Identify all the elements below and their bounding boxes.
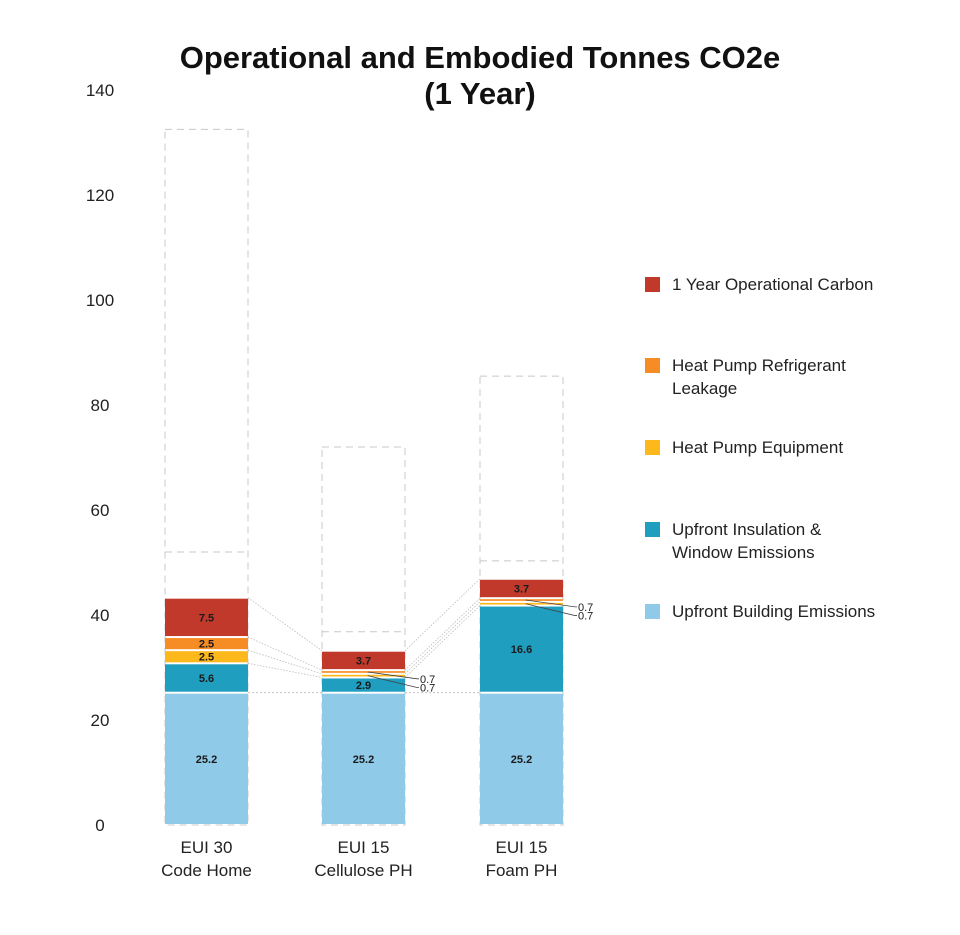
x-category-label: Code Home bbox=[161, 861, 252, 880]
data-label: 3.7 bbox=[514, 583, 529, 595]
legend-label: 1 Year Operational Carbon bbox=[672, 275, 874, 294]
y-tick-label: 80 bbox=[91, 396, 110, 415]
y-tick-label: 20 bbox=[91, 711, 110, 730]
leader-line bbox=[525, 603, 577, 616]
bar-segment bbox=[165, 598, 248, 637]
bar-segment bbox=[165, 638, 248, 650]
legend-swatch bbox=[645, 522, 660, 537]
x-category-label: EUI 30 bbox=[181, 838, 233, 857]
data-label: 0.7 bbox=[420, 682, 435, 694]
bar-segment bbox=[480, 606, 563, 692]
connector-line bbox=[247, 662, 323, 678]
x-category-label: Foam PH bbox=[486, 861, 558, 880]
bar-segment bbox=[480, 602, 563, 605]
bar-segment bbox=[480, 579, 563, 598]
dashed-outline bbox=[164, 128, 249, 826]
legend-label: Heat Pump Equipment bbox=[672, 438, 844, 457]
dashed-outline bbox=[321, 446, 406, 826]
legend-swatch bbox=[645, 358, 660, 373]
connector-line bbox=[404, 605, 481, 678]
connector-line bbox=[404, 578, 481, 651]
dashed-outline bbox=[479, 375, 564, 826]
legend-swatch bbox=[645, 440, 660, 455]
leader-line bbox=[367, 675, 419, 688]
legend-swatch bbox=[645, 604, 660, 619]
bar-segment bbox=[165, 651, 248, 663]
bar-segment bbox=[165, 693, 248, 824]
data-label: 0.7 bbox=[578, 611, 593, 623]
data-label: 5.6 bbox=[199, 673, 214, 685]
leader-line bbox=[367, 671, 419, 680]
y-tick-label: 100 bbox=[86, 291, 114, 310]
legend-label: Upfront Building Emissions bbox=[672, 602, 876, 621]
data-label: 2.9 bbox=[356, 680, 371, 692]
x-category-label: EUI 15 bbox=[338, 838, 390, 857]
bar-segment bbox=[322, 693, 405, 824]
legend-label: Heat Pump Refrigerant Leakage bbox=[672, 356, 846, 398]
data-label: 7.5 bbox=[199, 612, 214, 624]
data-label: 16.6 bbox=[511, 644, 532, 656]
legend-swatch bbox=[645, 277, 660, 292]
bar-segment bbox=[322, 651, 405, 670]
connector-line bbox=[247, 597, 323, 652]
connector-line bbox=[404, 601, 481, 675]
data-label: 25.2 bbox=[511, 754, 532, 766]
y-tick-label: 40 bbox=[91, 606, 110, 625]
x-category-label: EUI 15 bbox=[496, 838, 548, 857]
title-line: Operational and Embodied Tonnes CO2e bbox=[179, 40, 781, 75]
data-label: 25.2 bbox=[196, 754, 217, 766]
data-label: 0.7 bbox=[420, 674, 435, 686]
connector-line bbox=[404, 597, 481, 671]
subtitle-line: (1 Year) bbox=[424, 76, 536, 111]
data-label: 2.5 bbox=[199, 639, 214, 651]
bar-segment bbox=[165, 664, 248, 692]
bar-segment bbox=[322, 674, 405, 677]
x-category-label: Cellulose PH bbox=[314, 861, 412, 880]
connector-line bbox=[247, 649, 323, 675]
bar-segment bbox=[480, 599, 563, 601]
data-label: 3.7 bbox=[356, 655, 371, 667]
data-label: 25.2 bbox=[353, 754, 374, 766]
y-tick-label: 120 bbox=[86, 186, 114, 205]
bar-segment bbox=[322, 678, 405, 692]
y-tick-label: 140 bbox=[86, 81, 114, 100]
chart-title: Operational and Embodied Tonnes CO2e (1 … bbox=[0, 40, 960, 112]
data-label: 0.7 bbox=[578, 602, 593, 614]
data-label: 2.5 bbox=[199, 652, 214, 664]
y-tick-label: 60 bbox=[91, 501, 110, 520]
legend-label: Upfront Insulation & Window Emissions bbox=[672, 520, 822, 562]
bar-segment bbox=[480, 693, 563, 824]
connector-line bbox=[247, 636, 323, 671]
leader-line bbox=[525, 599, 577, 608]
bar-segment bbox=[322, 671, 405, 673]
y-tick-label: 0 bbox=[95, 816, 104, 835]
